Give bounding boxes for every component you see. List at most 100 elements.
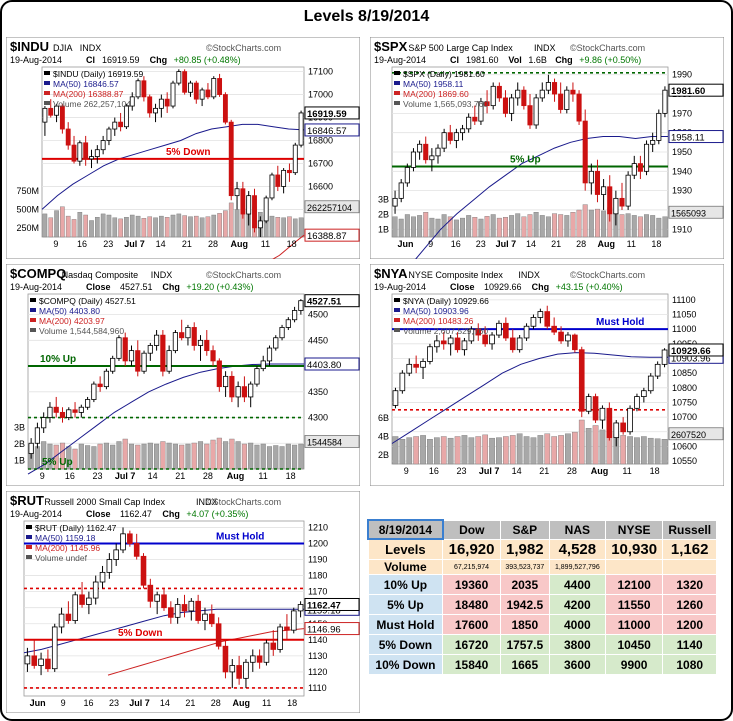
candle-body — [236, 665, 242, 679]
volume-tick-label: 4B — [378, 432, 389, 442]
volume-bar — [223, 441, 229, 470]
candle-body — [24, 655, 31, 665]
x-tick-label: Aug — [227, 471, 245, 481]
chg-value: +80.85 (+0.48%) — [174, 55, 241, 65]
volume-bar — [496, 437, 502, 465]
candle-body — [116, 337, 122, 359]
candle-body — [461, 340, 468, 351]
last-tag — [668, 83, 724, 97]
volume-bar — [594, 208, 600, 238]
candle-body — [65, 613, 72, 621]
last-tag-text: 10929.66 — [671, 346, 711, 357]
ma50-tag — [668, 130, 724, 144]
candle-body — [406, 363, 413, 374]
candle-body — [252, 195, 257, 229]
volume-bar — [216, 437, 222, 470]
y-tick-label: 4300 — [308, 413, 328, 423]
candle-body — [490, 85, 496, 107]
candle-body — [392, 197, 398, 207]
candle-body — [106, 128, 112, 141]
volume-bar — [135, 444, 141, 470]
candle-body — [83, 142, 89, 160]
volume-bar — [254, 444, 260, 470]
chart-exchange: INDX — [534, 43, 556, 53]
candle-body — [84, 399, 91, 408]
volume-bar — [141, 218, 147, 238]
ma50-tag — [304, 123, 360, 137]
x-tick-label: 21 — [175, 471, 185, 481]
table-row: 10% Up 19360 2035 4400 12100 1320 — [367, 574, 717, 595]
legend-entry: Volume 1,565,093,760 — [403, 99, 488, 109]
volume-bar — [521, 216, 527, 238]
y-tick-label: 10600 — [672, 441, 697, 451]
volume-bar — [211, 214, 217, 238]
chart-indu: $INDU DJIA INDX ©StockCharts.com 19-Aug-2014… — [5, 36, 361, 288]
last-tag — [304, 597, 360, 611]
legend-swatch — [26, 545, 32, 549]
y-tick-label: 11100 — [672, 295, 696, 305]
ma50-tag-text: 1958.11 — [671, 133, 705, 144]
volume-bar — [423, 212, 429, 238]
x-tick-label: Aug — [233, 698, 251, 708]
candle-body — [28, 442, 34, 454]
x-tick-label: 14 — [526, 239, 536, 249]
legend-entry: Volume undef — [35, 553, 88, 563]
ma50-line — [27, 363, 304, 475]
table-cell: 11550 — [604, 594, 664, 615]
legend-swatch — [30, 308, 36, 312]
x-tick-label: 11 — [262, 698, 271, 708]
candle-body — [530, 317, 537, 327]
candle-body — [453, 132, 459, 141]
legend-entry: MA(200) 4203.97 — [39, 316, 105, 326]
volume-bar — [199, 217, 205, 238]
last-tag — [668, 343, 724, 357]
chart-index-name: DJIA — [53, 43, 73, 53]
candle-body — [249, 655, 256, 663]
volume-bar — [110, 444, 116, 470]
volume-bar — [502, 436, 509, 465]
levels-table-panel: 8/19/2014 Dow S&P NAS NYSE Russell Levels 16,92… — [367, 519, 717, 675]
quote-label: Cl — [86, 55, 95, 65]
volume-bar — [77, 212, 83, 238]
volume-bar — [275, 216, 281, 238]
candle-body — [544, 311, 551, 327]
candle-body — [113, 549, 119, 560]
table-cell: 1850 — [499, 614, 550, 635]
volume-bar — [398, 218, 404, 238]
volume-bar — [447, 437, 454, 465]
table-cell: 12100 — [604, 574, 664, 595]
volume-bar — [585, 428, 592, 465]
stockcharts-logo: ©StockCharts.com — [206, 43, 281, 53]
candle-body — [193, 82, 199, 100]
volume-bar — [650, 215, 656, 238]
candle-body — [643, 143, 650, 172]
volume-bar — [287, 216, 292, 238]
candle-body — [188, 600, 195, 612]
volume-bar — [170, 214, 176, 238]
candle-body — [199, 89, 205, 100]
table-header-cell: NAS — [548, 519, 606, 540]
candle-body — [174, 604, 181, 618]
candle-body — [290, 610, 297, 631]
x-tick-label: 11 — [261, 239, 270, 249]
table-cell: 1320 — [662, 574, 717, 595]
candle-body — [285, 319, 291, 328]
volume-tag-text: 1544584 — [307, 438, 342, 448]
x-tick-label: 23 — [456, 466, 466, 476]
candle-body — [235, 386, 241, 398]
x-tick-label: 21 — [182, 239, 192, 249]
candle-body — [613, 197, 619, 215]
table-cell: 10450 — [604, 634, 664, 655]
candle-body — [564, 89, 570, 110]
table-header-row: 8/19/2014 Dow S&P NAS NYSE Russell — [367, 519, 717, 540]
chart-index-name: Nasdaq Composite — [62, 270, 139, 280]
legend-swatch — [30, 328, 36, 332]
x-tick-label: 18 — [650, 466, 660, 476]
candle-body — [298, 112, 304, 146]
candle-body — [263, 642, 270, 663]
legend-swatch — [26, 535, 32, 539]
volume-bar — [411, 216, 416, 238]
volume-bar — [266, 446, 273, 470]
chart-symbol: $RUT — [10, 493, 44, 508]
volume-bar — [447, 216, 453, 238]
